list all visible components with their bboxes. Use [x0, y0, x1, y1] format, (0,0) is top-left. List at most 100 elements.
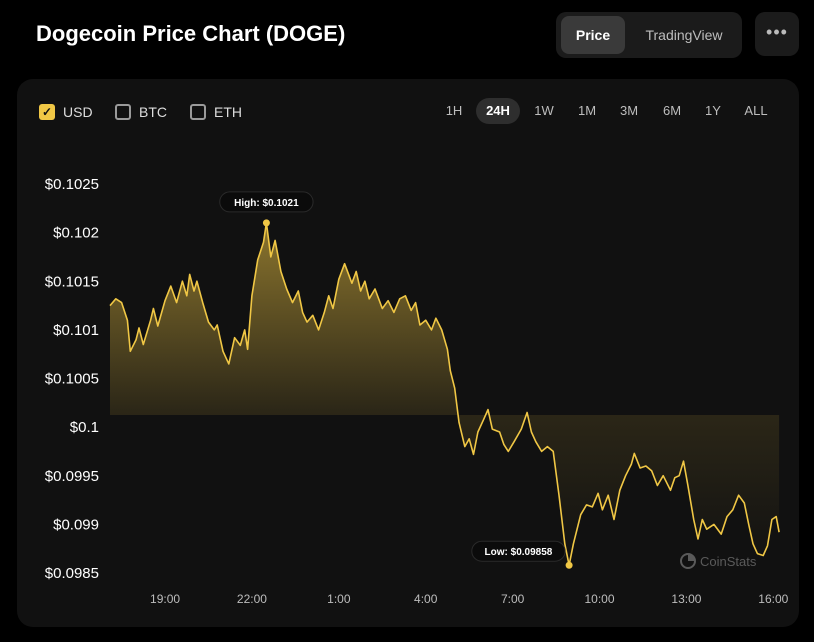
price-point	[393, 311, 395, 313]
price-point	[697, 538, 699, 540]
price-point	[213, 329, 215, 331]
price-point	[477, 431, 479, 433]
y-tick-label: $0.1005	[45, 371, 99, 388]
price-point	[251, 295, 253, 297]
price-point	[591, 506, 593, 508]
price-point	[306, 321, 308, 323]
price-point	[297, 290, 299, 292]
chart-view-toggle: Price TradingView	[556, 12, 742, 58]
price-point	[228, 363, 230, 365]
price-point	[359, 290, 361, 292]
price-point	[513, 441, 515, 443]
annotation-bubble	[471, 540, 566, 562]
x-tick-label: 4:00	[414, 592, 438, 606]
price-point	[274, 239, 276, 241]
price-point	[633, 452, 635, 454]
price-point	[317, 329, 319, 331]
price-point	[682, 460, 684, 462]
price-point	[404, 295, 406, 297]
price-point	[419, 324, 421, 326]
page-title: Dogecoin Price Chart (DOGE)	[36, 21, 346, 46]
price-point	[737, 494, 739, 496]
price-view-button[interactable]: Price	[561, 16, 625, 54]
range-tab-6m[interactable]: 6M	[662, 103, 682, 118]
price-point	[351, 282, 353, 284]
price-point	[193, 290, 195, 292]
price-point	[572, 543, 574, 545]
price-point	[410, 309, 412, 311]
price-point	[312, 314, 314, 316]
price-point	[706, 528, 708, 530]
price-point	[748, 523, 750, 525]
range-tab-all[interactable]: ALL	[744, 103, 768, 118]
price-point	[170, 285, 172, 287]
range-tab-24h[interactable]: 24H	[476, 98, 520, 124]
price-point	[454, 387, 456, 389]
price-point	[270, 256, 272, 258]
price-point	[564, 543, 566, 545]
x-axis: 19:00 22:00 1:00 4:00 7:00 10:00 13:00 16:00	[150, 592, 789, 606]
y-tick-label: $0.101	[53, 322, 99, 339]
range-tab-3m[interactable]: 3M	[619, 103, 639, 118]
price-point	[164, 300, 166, 302]
price-point	[498, 431, 500, 433]
price-point	[435, 317, 437, 319]
currency-checkbox-usd[interactable]: ✓ USD	[39, 103, 93, 121]
price-point	[530, 431, 532, 433]
price-point	[257, 259, 259, 261]
price-point	[135, 338, 137, 340]
price-point	[239, 344, 241, 346]
price-point	[157, 325, 159, 327]
low-marker	[565, 561, 573, 569]
price-point	[472, 453, 474, 455]
price-point	[483, 418, 485, 420]
range-tab-1w[interactable]: 1W	[534, 103, 554, 118]
range-tab-1y[interactable]: 1Y	[705, 103, 721, 118]
price-point	[526, 411, 528, 413]
x-tick-label: 1:00	[327, 592, 351, 606]
high-marker	[262, 219, 270, 227]
price-point	[580, 514, 582, 516]
x-tick-label: 19:00	[150, 592, 180, 606]
currency-label-btc: BTC	[139, 104, 167, 120]
y-tick-label: $0.1025	[45, 176, 99, 193]
currency-checkbox-eth[interactable]: ETH	[190, 103, 242, 121]
price-point	[196, 280, 198, 282]
y-axis: $0.0985 $0.099 $0.0995 $0.1 $0.1005 $0.101 $0.…	[45, 176, 99, 582]
price-point	[202, 301, 204, 303]
range-tab-1m[interactable]: 1M	[577, 103, 597, 118]
price-point	[732, 509, 734, 511]
price-point	[503, 443, 505, 445]
price-point	[138, 327, 140, 329]
price-point	[752, 543, 754, 545]
price-point	[458, 421, 460, 423]
price-point	[726, 515, 728, 517]
watermark-text: CoinStats	[700, 554, 757, 569]
price-point	[645, 465, 647, 467]
tradingview-button[interactable]: TradingView	[645, 27, 723, 43]
price-point	[246, 348, 248, 350]
range-tab-1h[interactable]: 1H	[445, 103, 463, 118]
price-point	[338, 278, 340, 280]
currency-checkbox-btc[interactable]: BTC	[115, 103, 167, 121]
price-point	[374, 288, 376, 290]
price-point	[280, 270, 282, 272]
price-point	[520, 428, 522, 430]
price-point	[487, 408, 489, 410]
price-point	[343, 263, 345, 265]
low-label: Low: $0.09858	[485, 547, 553, 558]
price-point	[175, 301, 177, 303]
price-point	[233, 337, 235, 339]
price-point	[713, 523, 715, 525]
x-tick-label: 13:00	[671, 592, 701, 606]
high-label: High: $0.1021	[234, 198, 299, 209]
price-point	[189, 273, 191, 275]
price-point	[126, 319, 128, 321]
price-point	[446, 348, 448, 350]
checkbox-unchecked-icon	[190, 104, 206, 120]
price-point	[328, 295, 330, 297]
currency-label-eth: ETH	[214, 104, 242, 120]
price-point	[651, 470, 653, 472]
more-options-button[interactable]: •••	[755, 12, 799, 56]
